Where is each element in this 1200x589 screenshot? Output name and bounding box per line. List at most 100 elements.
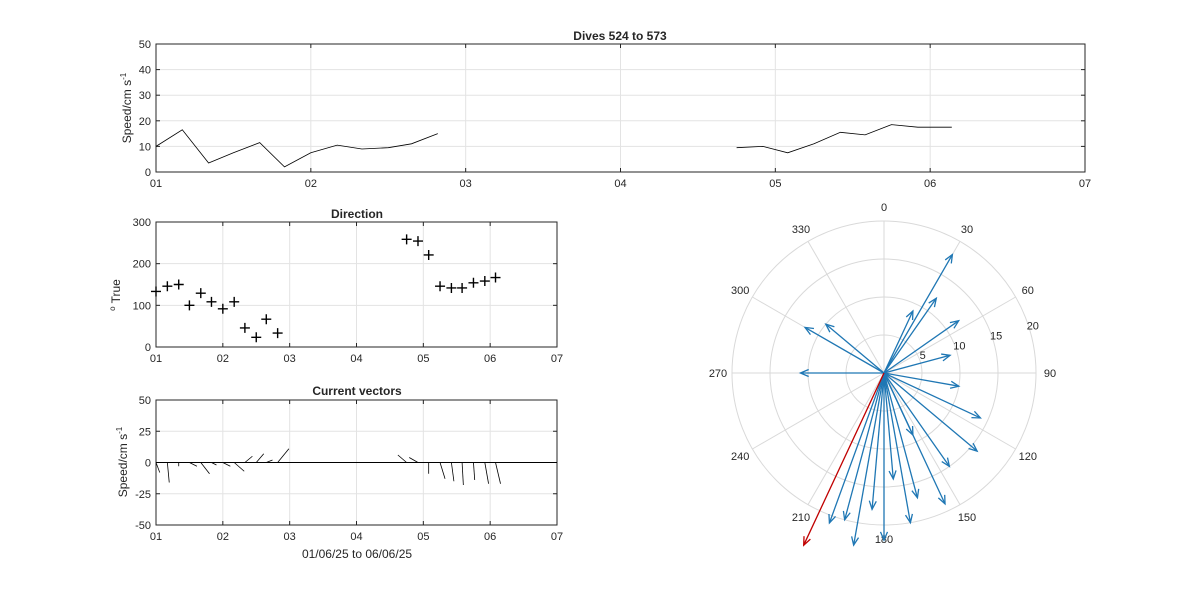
polar-arrow-head [911, 488, 920, 500]
direction-ylabel-prefix: o [108, 306, 117, 311]
polar-arrow-shaft [883, 372, 919, 498]
current-vector [200, 462, 210, 474]
polar-arrow [883, 353, 952, 374]
current-vector [155, 462, 161, 473]
direction-xtick-label: 04 [350, 353, 362, 365]
vectors-ytick-label: 25 [139, 426, 151, 438]
polar-theta-label: 210 [792, 512, 810, 524]
speed-xtick-label: 03 [460, 178, 472, 190]
polar-theta-label: 300 [731, 285, 749, 297]
polar-arrow-shaft [883, 372, 912, 523]
polar-arrow-head [949, 380, 961, 389]
current-vector [277, 448, 290, 463]
polar-arrow-shaft [804, 326, 885, 374]
direction-point [229, 296, 240, 307]
current-vector [211, 462, 217, 466]
direction-point [217, 303, 228, 314]
polar-arrow-shaft [883, 320, 960, 374]
direction-point [206, 296, 217, 307]
direction-point [490, 272, 501, 283]
direction-xtick-label: 01 [150, 353, 162, 365]
polar-arrow [883, 372, 982, 419]
direction-point [412, 236, 423, 247]
polar-arrow [883, 372, 920, 500]
polar-arrow-head [803, 326, 815, 335]
direction-point [446, 282, 457, 293]
polar-spoke [883, 372, 961, 505]
polar-arrow-head [905, 425, 914, 437]
polar-r-label: 20 [1027, 321, 1039, 333]
direction-point [251, 332, 262, 343]
direction-point [162, 281, 173, 292]
speed-series-line [155, 129, 438, 168]
current-vector [409, 457, 419, 463]
current-vector [439, 462, 446, 479]
polar-arrow [883, 372, 914, 437]
vectors-ytick-label: 50 [139, 395, 151, 407]
polar-arrow-head [968, 442, 979, 453]
current-vector [222, 462, 231, 467]
direction-point [239, 322, 250, 333]
speed-ytick-label: 20 [139, 116, 151, 128]
direction-ytick-label: 0 [145, 342, 151, 354]
polar-arrow-shaft [883, 372, 950, 467]
polar-theta-label: 240 [731, 451, 749, 463]
direction-point [435, 281, 446, 292]
direction-xtick-label: 05 [417, 353, 429, 365]
polar-theta-label: 150 [958, 512, 976, 524]
direction-ytick-label: 100 [133, 300, 151, 312]
speed-ylabel-sup: -1 [119, 72, 128, 80]
vectors-xtick-label: 01 [150, 531, 162, 543]
vectors-xtick-label: 07 [551, 531, 563, 543]
current-vector [473, 462, 476, 481]
polar-arrow [798, 368, 884, 378]
vectors-xtick-label: 05 [417, 531, 429, 543]
polar-arrow-head [941, 457, 951, 468]
polar-arrow-shaft [883, 310, 914, 374]
direction-xtick-label: 02 [217, 353, 229, 365]
vectors-xtick-label: 06 [484, 531, 496, 543]
polar-arrow-head [842, 510, 851, 522]
direction-xtick-label: 03 [284, 353, 296, 365]
polar-arrow [883, 372, 961, 389]
speed-xtick-label: 02 [305, 178, 317, 190]
speed-series-line [736, 124, 952, 154]
polar-arrow-shaft [883, 372, 914, 436]
current-vector [461, 462, 464, 486]
direction-point [423, 249, 434, 260]
polar-spoke [752, 372, 885, 450]
polar-arrow-shaft [844, 372, 885, 520]
polar-arrow-head [937, 494, 946, 506]
polar-arrow-head [904, 513, 914, 525]
polar-arrow [883, 319, 961, 374]
direction-ylabel-text: True [109, 279, 123, 304]
speed-xtick-label: 07 [1079, 178, 1091, 190]
polar-arrow [879, 373, 889, 542]
polar-arrow-shaft [883, 372, 981, 419]
direction-point [261, 314, 272, 325]
current-vector [244, 455, 253, 463]
polar-arrow [883, 372, 951, 468]
vectors-ytick-label: -25 [135, 489, 151, 501]
polar-theta-label: 90 [1044, 368, 1056, 380]
current-vector [255, 453, 265, 463]
polar-arrow-shaft [853, 372, 885, 546]
polar-arrow [803, 326, 885, 374]
polar-spoke [807, 372, 885, 505]
speed-ytick-label: 10 [139, 141, 151, 153]
polar-arrow-head [941, 353, 952, 362]
direction-point [457, 282, 468, 293]
vectors-xtick-label: 04 [350, 531, 362, 543]
polar-theta-label: 120 [1019, 451, 1037, 463]
polar-arrow-mean-shaft [803, 372, 885, 546]
current-vector [189, 462, 198, 467]
polar-arrow-head [949, 319, 961, 329]
speed-ylabel-text: Speed/cm s [120, 80, 134, 143]
polar-arrow [883, 372, 914, 525]
current-vector [484, 462, 489, 484]
speed-xtick-label: 01 [150, 178, 162, 190]
polar-arrow-head [851, 536, 860, 547]
polar-arrow-head [828, 513, 837, 525]
speed-xtick-label: 06 [924, 178, 936, 190]
